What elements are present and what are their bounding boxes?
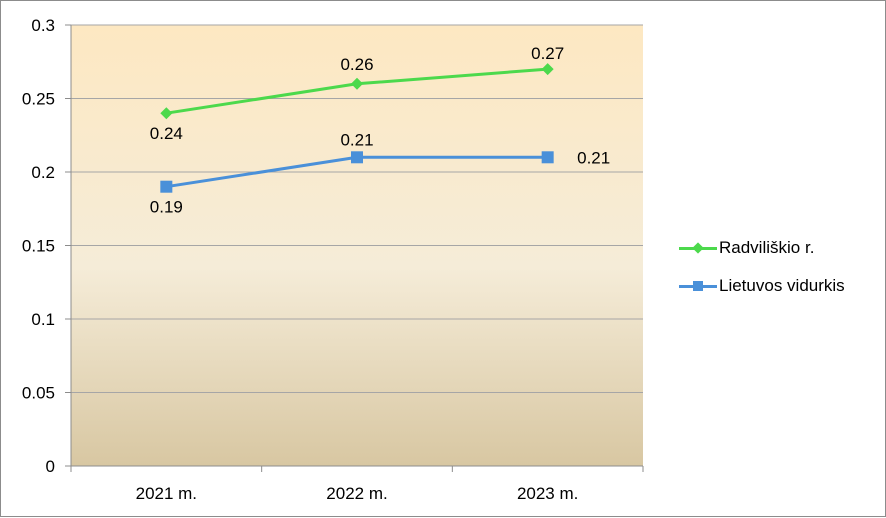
y-axis-ticks: 0 0.05 0.1 0.15 0.2 0.25 0.3 [22,16,55,476]
y-tick-label: 0 [46,457,55,476]
legend-label-lietuvos: Lietuvos vidurkis [719,276,845,295]
data-point-square [351,151,363,164]
x-tick-label: 2023 m. [517,484,578,503]
legend-item-lietuvos: Lietuvos vidurkis [679,267,879,305]
data-label: 0.26 [340,55,373,74]
legend-swatch-radviliskio [679,241,717,255]
legend-label-radviliskio: Radviliškio r. [719,238,815,257]
y-tick-label: 0.2 [31,163,55,182]
data-point-diamond [351,77,363,90]
legend-item-radviliskio: Radviliškio r. [679,229,879,267]
x-tick-label: 2022 m. [326,484,387,503]
data-point-diamond [160,107,173,120]
data-label: 0.19 [150,198,183,217]
square-marker-icon [693,281,703,291]
y-tick-label: 0.25 [22,90,55,109]
data-label: 0.27 [531,44,564,63]
data-point-diamond [541,63,554,76]
axes [65,24,644,472]
y-tick-label: 0.1 [31,310,55,329]
data-label: 0.24 [150,124,183,143]
gridlines [71,24,643,393]
legend-swatch-lietuvos [679,279,717,293]
y-tick-label: 0.05 [22,384,55,403]
legend: Radviliškio r. Lietuvos vidurkis [679,229,879,305]
x-axis-ticks: 2021 m. 2022 m. 2023 m. [136,484,579,503]
series-group [160,63,554,193]
x-tick-label: 2021 m. [136,484,197,503]
y-tick-label: 0.3 [31,16,55,35]
data-point-square [541,151,554,164]
y-tick-label: 0.15 [22,237,55,256]
data-label: 0.21 [340,130,373,149]
data-label: 0.21 [577,148,610,167]
data-point-square [160,180,173,193]
diamond-marker-icon [692,242,704,254]
data-labels: 0.24 0.26 0.27 0.19 0.21 0.21 [150,44,610,217]
